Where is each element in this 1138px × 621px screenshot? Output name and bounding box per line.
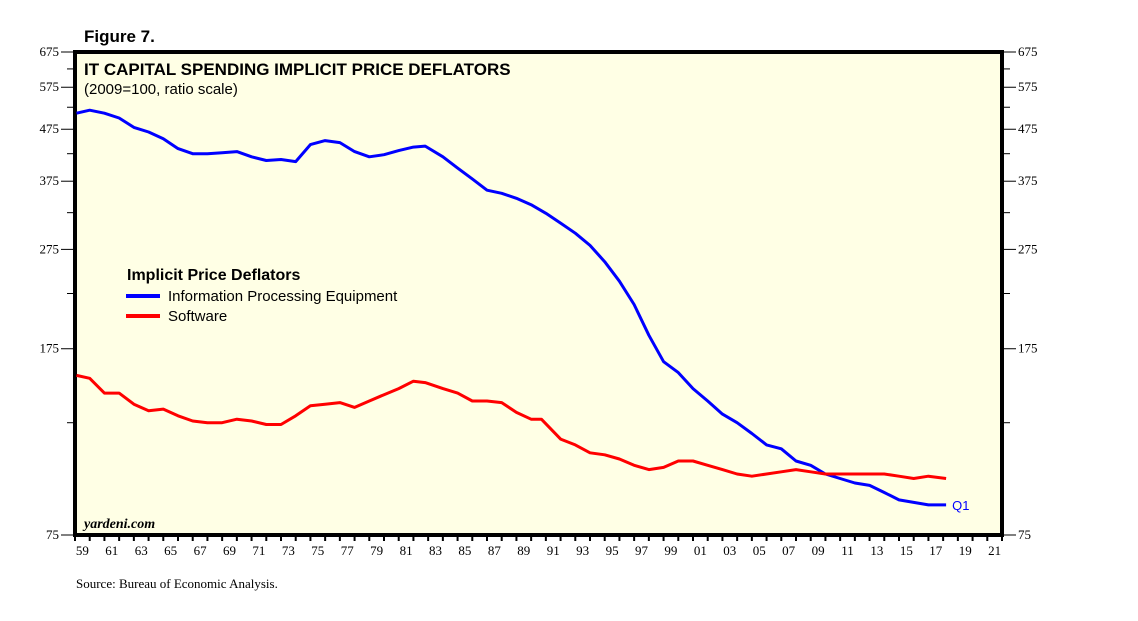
- x-tick-label: 13: [870, 543, 883, 558]
- y-tick-label-right: 75: [1018, 527, 1031, 542]
- x-tick-label: 99: [664, 543, 677, 558]
- x-tick-label: 87: [488, 543, 502, 558]
- x-tick-label: 15: [900, 543, 913, 558]
- x-tick-label: 85: [458, 543, 471, 558]
- x-tick-label: 73: [282, 543, 295, 558]
- x-tick-label: 65: [164, 543, 177, 558]
- y-axis-left: 75 175 275 375 475 575 675: [40, 44, 75, 542]
- chart-title: IT CAPITAL SPENDING IMPLICIT PRICE DEFLA…: [84, 60, 511, 79]
- y-tick-label-right: 175: [1018, 341, 1038, 356]
- x-tick-label: 95: [606, 543, 619, 558]
- y-tick-label-right: 475: [1018, 121, 1038, 136]
- y-tick-label-right: 375: [1018, 173, 1038, 188]
- x-tick-label: 11: [841, 543, 854, 558]
- series-end-label: Q1: [952, 498, 969, 513]
- x-tick-label: 17: [929, 543, 943, 558]
- y-tick-label-right: 275: [1018, 241, 1038, 256]
- figure-label: Figure 7.: [84, 27, 155, 46]
- x-tick-label: 09: [812, 543, 825, 558]
- x-tick-label: 03: [723, 543, 736, 558]
- y-tick-label-left: 575: [40, 79, 60, 94]
- x-tick-label: 69: [223, 543, 236, 558]
- x-tick-label: 21: [988, 543, 1001, 558]
- x-tick-label: 75: [311, 543, 324, 558]
- y-tick-label-left: 675: [40, 44, 60, 59]
- x-axis: 59 61 63 65 67 69 71 73 75 77 79 81 83 85 87 89 91 93 95 97…: [74, 535, 1003, 558]
- x-tick-label: 19: [959, 543, 972, 558]
- legend-title: Implicit Price Deflators: [127, 267, 300, 284]
- x-tick-label: 79: [370, 543, 383, 558]
- y-tick-label-left: 175: [40, 341, 60, 356]
- x-tick-label: 81: [400, 543, 413, 558]
- x-tick-label: 97: [635, 543, 649, 558]
- x-tick-label: 89: [517, 543, 530, 558]
- x-tick-label: 59: [76, 543, 89, 558]
- y-tick-label-left: 275: [40, 241, 60, 256]
- x-tick-label: 67: [194, 543, 208, 558]
- y-tick-label-right: 575: [1018, 79, 1038, 94]
- x-tick-label: 63: [135, 543, 148, 558]
- y-tick-label-right: 675: [1018, 44, 1038, 59]
- legend-label-information-processing-equipment: Information Processing Equipment: [168, 288, 398, 305]
- source-note: Source: Bureau of Economic Analysis.: [76, 576, 278, 591]
- x-tick-label: 77: [341, 543, 355, 558]
- y-tick-label-left: 475: [40, 121, 60, 136]
- series-group: Q1: [76, 108, 969, 513]
- x-tick-label: 05: [753, 543, 766, 558]
- y-tick-label-left: 375: [40, 173, 60, 188]
- x-tick-label: 83: [429, 543, 442, 558]
- legend-label-software: Software: [168, 308, 227, 325]
- x-tick-label: 07: [782, 543, 796, 558]
- series-line-information-processing-equipment: [76, 108, 947, 507]
- x-tick-label: 93: [576, 543, 589, 558]
- x-tick-label: 01: [694, 543, 707, 558]
- y-axis-right: 75 175 275 375 475 575 675: [1002, 44, 1038, 542]
- y-tick-label-left: 75: [46, 527, 59, 542]
- series-line-software: [76, 373, 947, 480]
- watermark: yardeni.com: [82, 517, 155, 532]
- x-tick-label: 91: [547, 543, 560, 558]
- x-tick-label: 71: [252, 543, 265, 558]
- legend: Implicit Price Deflators Information Pro…: [126, 267, 398, 325]
- x-tick-label: 61: [105, 543, 118, 558]
- plot-area: [73, 50, 1004, 537]
- chart-subtitle: (2009=100, ratio scale): [84, 81, 238, 98]
